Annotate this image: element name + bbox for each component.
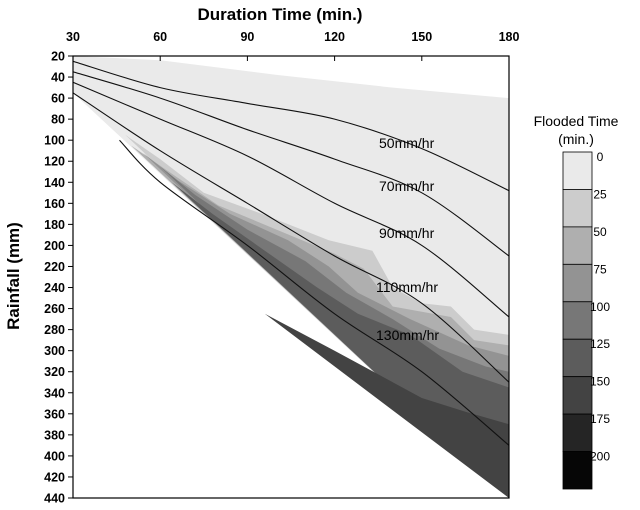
y-axis-ticks: 20 40 60 80 100 120 140 160 180 200 220 240 260 280 30… [44, 50, 73, 506]
colorbar-tick-label: 50 [593, 225, 607, 239]
colorbar-swatch [562, 226, 593, 265]
flooded-time-bands [73, 56, 509, 498]
x-tick-label: 180 [499, 30, 520, 44]
colorbar-legend: Flooded Time (min.) 0 25 50 75 100 125 150 175 2… [534, 113, 619, 490]
intensity-line-label: 110mm/hr [376, 279, 438, 295]
x-tick-label: 90 [240, 30, 254, 44]
colorbar-tick-label: 150 [590, 375, 610, 389]
intensity-lines [73, 60, 509, 446]
x-axis-title: Duration Time (min.) [198, 5, 363, 24]
x-axis-ticks: 30 60 90 120 150 180 [66, 30, 519, 61]
colorbar-swatch [562, 189, 593, 228]
x-tick-label: 120 [324, 30, 345, 44]
y-tick-label: 240 [44, 281, 65, 295]
y-tick-label: 400 [44, 449, 65, 463]
colorbar-tick-label: 200 [590, 450, 610, 464]
intensity-line [73, 81, 509, 318]
y-tick-label: 80 [51, 113, 65, 127]
colorbar-tick-label: 75 [593, 262, 607, 276]
intensity-line-label: 130mm/hr [376, 327, 439, 343]
y-tick-label: 420 [44, 470, 65, 484]
x-tick-label: 30 [66, 30, 80, 44]
y-tick-label: 300 [44, 344, 65, 358]
flooded-time-band [131, 145, 509, 498]
colorbar-swatch [562, 413, 593, 452]
colorbar-tick-label: 0 [597, 150, 604, 164]
intensity-line-label: 70mm/hr [379, 178, 435, 194]
y-axis-title: Rainfall (mm) [4, 222, 23, 330]
intensity-line [119, 139, 509, 446]
y-tick-label: 180 [44, 218, 65, 232]
y-tick-label: 340 [44, 386, 65, 400]
y-tick-label: 380 [44, 428, 65, 442]
y-tick-label: 120 [44, 155, 65, 169]
colorbar-tick-label: 100 [590, 300, 610, 314]
y-tick-label: 100 [44, 134, 65, 148]
colorbar-swatch [562, 338, 593, 378]
y-tick-label: 260 [44, 302, 65, 316]
colorbar-tick-label: 125 [590, 337, 610, 351]
y-tick-label: 200 [44, 239, 65, 253]
intensity-line [73, 60, 509, 192]
intensity-line-label: 50mm/hr [379, 135, 435, 151]
y-tick-label: 40 [51, 71, 65, 85]
x-tick-label: 60 [153, 30, 167, 44]
flooded-time-band [264, 313, 509, 498]
colorbar-swatch [562, 376, 593, 415]
intensity-line-label: 90mm/hr [379, 225, 435, 241]
colorbar-tick-label: 175 [590, 412, 610, 426]
y-tick-label: 140 [44, 176, 65, 190]
colorbar-title-line2: (min.) [558, 131, 594, 147]
intensity-line-labels: 50mm/hr 70mm/hr 90mm/hr 110mm/hr 130mm/hr [376, 135, 439, 343]
x-tick-label: 150 [411, 30, 432, 44]
colorbar-swatch [562, 301, 593, 340]
intensity-line [73, 71, 509, 257]
colorbar-swatch [562, 451, 593, 490]
y-tick-label: 20 [51, 50, 65, 64]
intensity-line [73, 92, 509, 383]
colorbar-tick-label: 25 [593, 187, 607, 201]
colorbar-swatch [562, 151, 593, 190]
y-tick-label: 220 [44, 260, 65, 274]
y-tick-label: 320 [44, 365, 65, 379]
y-tick-label: 160 [44, 197, 65, 211]
colorbar-title-line1: Flooded Time [534, 113, 619, 129]
colorbar-swatch [562, 263, 593, 303]
y-tick-label: 440 [44, 492, 65, 506]
y-tick-label: 360 [44, 407, 65, 421]
y-tick-label: 60 [51, 92, 65, 106]
plot-frame [72, 55, 510, 499]
y-tick-label: 280 [44, 323, 65, 337]
